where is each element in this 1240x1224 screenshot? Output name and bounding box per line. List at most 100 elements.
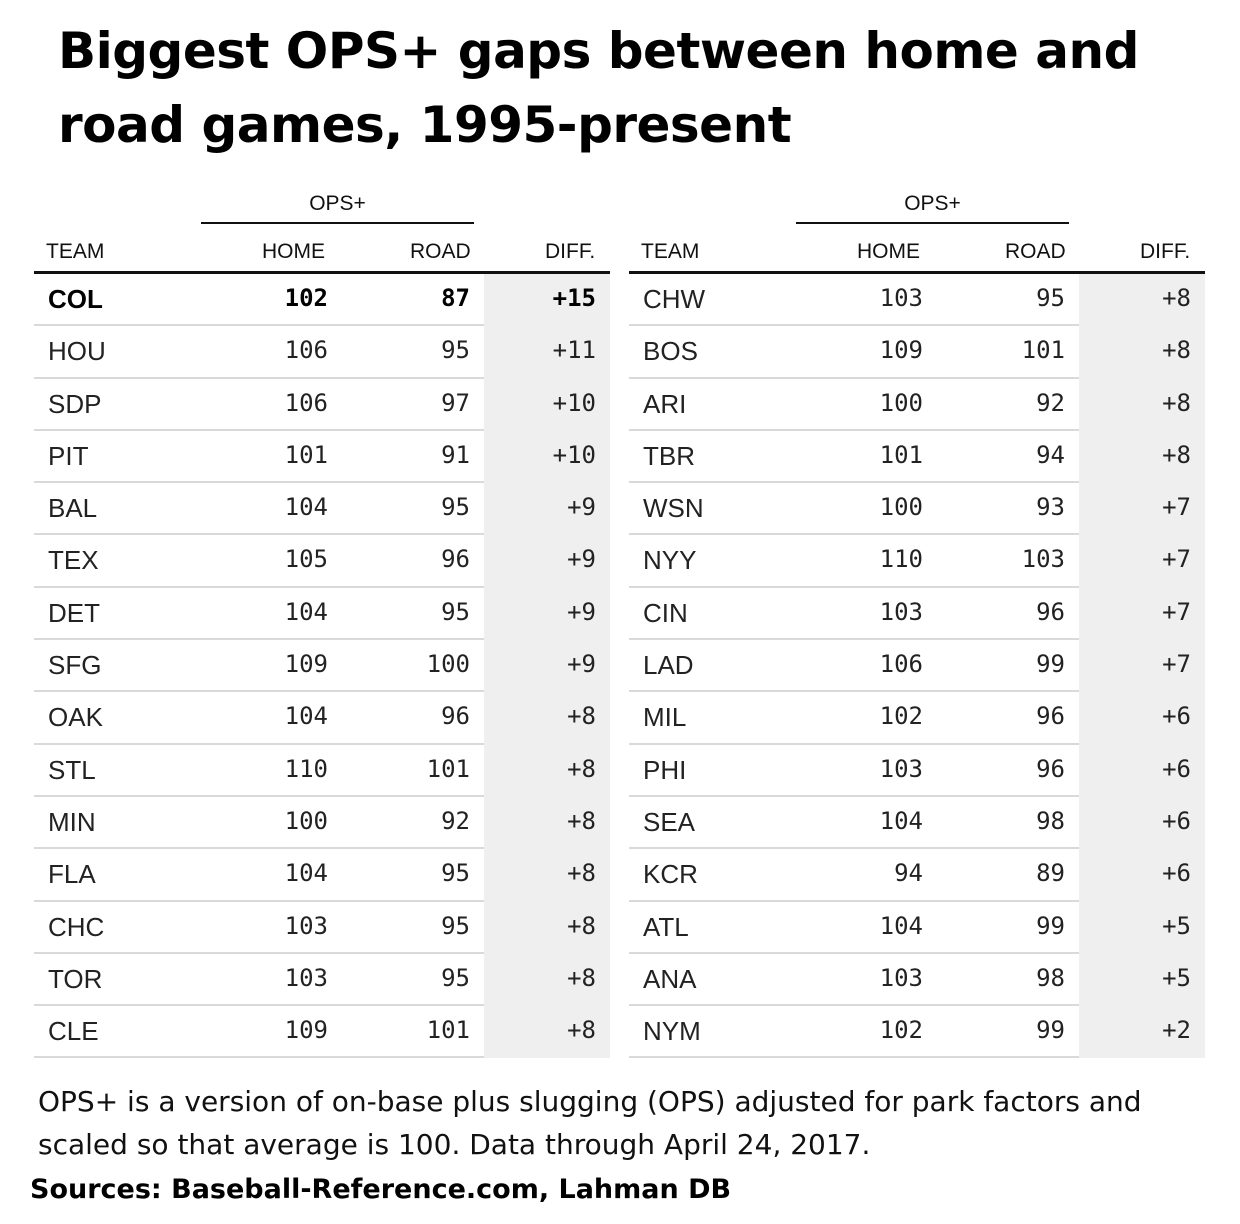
header-row: TEAM HOME ROAD DIFF. [629,236,1205,274]
table-row: MIL 102 96 +6 [629,692,1205,745]
team-cell: SEA [643,806,696,837]
team-cell: PHI [643,754,687,785]
home-cell: 110 [284,754,328,783]
diff-cell-bg [1079,796,1205,850]
diff-cell: +8 [1162,336,1191,365]
diff-cell-bg [484,535,610,588]
table-row: LAD 106 99 +7 [629,640,1205,693]
team-cell: MIN [48,806,96,837]
diff-cell-bg [1079,587,1205,641]
home-cell: 104 [879,806,923,835]
table-row: ATL 104 99 +5 [629,901,1205,954]
team-cell: PIT [48,440,89,471]
home-cell: 106 [284,388,328,417]
team-cell: DET [48,597,100,628]
road-cell: 95 [441,859,470,888]
road-cell: 99 [1036,1016,1065,1045]
road-cell: 98 [1036,963,1065,992]
team-cell: CIN [643,597,688,628]
diff-cell-bg [1079,849,1205,902]
group-label-ops: OPS+ [201,190,474,224]
road-cell: 96 [1036,702,1065,731]
team-cell: MIL [643,702,687,733]
road-cell: 89 [1036,859,1065,888]
table-row: TOR 103 95 +8 [34,953,610,1007]
road-cell: 97 [441,388,470,417]
home-cell: 106 [879,650,923,679]
diff-cell-bg [1079,535,1205,588]
team-cell: CLE [48,1016,99,1047]
header-home: HOME [262,240,325,263]
diff-cell: +6 [1162,859,1191,888]
road-cell: 103 [1021,545,1065,574]
road-cell: 95 [441,963,470,992]
road-cell: 101 [426,754,470,783]
diff-cell: +6 [1162,702,1191,731]
home-cell: 109 [879,336,923,365]
table-row: SFG 109 100 +9 [34,640,610,693]
diff-cell: +11 [552,336,596,365]
team-cell: NYY [643,545,697,576]
table-row: ARI 100 92 +8 [629,378,1205,431]
header-road: ROAD [410,240,471,263]
home-cell: 103 [284,963,328,992]
page-title: Biggest OPS+ gaps between home and road … [58,22,1139,154]
team-cell: STL [48,754,96,785]
road-cell: 94 [1036,440,1065,469]
table-row: ANA 103 98 +5 [629,953,1205,1007]
road-cell: 96 [1036,754,1065,783]
road-cell: 96 [441,702,470,731]
home-cell: 103 [879,284,923,312]
diff-cell-bg [1079,640,1205,693]
team-cell: SFG [48,650,102,681]
diff-cell: +8 [567,963,596,992]
team-cell: CHC [48,911,105,942]
diff-cell: +5 [1162,963,1191,992]
home-cell: 104 [284,493,328,522]
road-cell: 95 [441,336,470,365]
home-cell: 103 [879,754,923,783]
diff-cell-bg [484,796,610,850]
table-row: TBR 101 94 +8 [629,430,1205,484]
road-cell: 87 [441,284,470,312]
table-row: TEX 105 96 +9 [34,535,610,588]
table-row: BAL 104 95 +9 [34,483,610,536]
road-cell: 96 [1036,597,1065,626]
diff-cell: +8 [567,859,596,888]
diff-cell-bg [1079,430,1205,484]
table-row: COL 102 87 +15 [34,274,610,327]
diff-cell-bg [1079,692,1205,745]
diff-cell-bg [1079,1006,1205,1059]
diff-cell-bg [484,274,610,327]
diff-cell: +8 [567,806,596,835]
diff-cell: +8 [567,702,596,731]
diff-cell: +8 [1162,284,1191,312]
diff-cell: +9 [567,545,596,574]
team-cell: HOU [48,336,106,367]
home-cell: 101 [284,440,328,469]
diff-cell: +10 [552,388,596,417]
road-cell: 93 [1036,493,1065,522]
road-cell: 95 [441,597,470,626]
table-row: MIN 100 92 +8 [34,796,610,850]
team-cell: SDP [48,388,102,419]
table-row: STL 110 101 +8 [34,744,610,797]
header-diff: DIFF. [1140,240,1191,263]
header-home: HOME [857,240,920,263]
diff-cell-bg [1079,326,1205,379]
team-cell: KCR [643,859,698,890]
diff-cell: +8 [1162,388,1191,417]
home-cell: 106 [284,336,328,365]
diff-cell-bg [1079,953,1205,1007]
road-cell: 101 [1021,336,1065,365]
table-row: SDP 106 97 +10 [34,378,610,431]
diff-cell-bg [484,744,610,797]
table-row: BOS 109 101 +8 [629,326,1205,379]
home-cell: 109 [284,1016,328,1045]
header-diff: DIFF. [545,240,596,263]
road-cell: 96 [441,545,470,574]
home-cell: 100 [879,388,923,417]
table-row: CHC 103 95 +8 [34,901,610,954]
diff-cell: +9 [567,597,596,626]
diff-cell-bg [484,640,610,693]
